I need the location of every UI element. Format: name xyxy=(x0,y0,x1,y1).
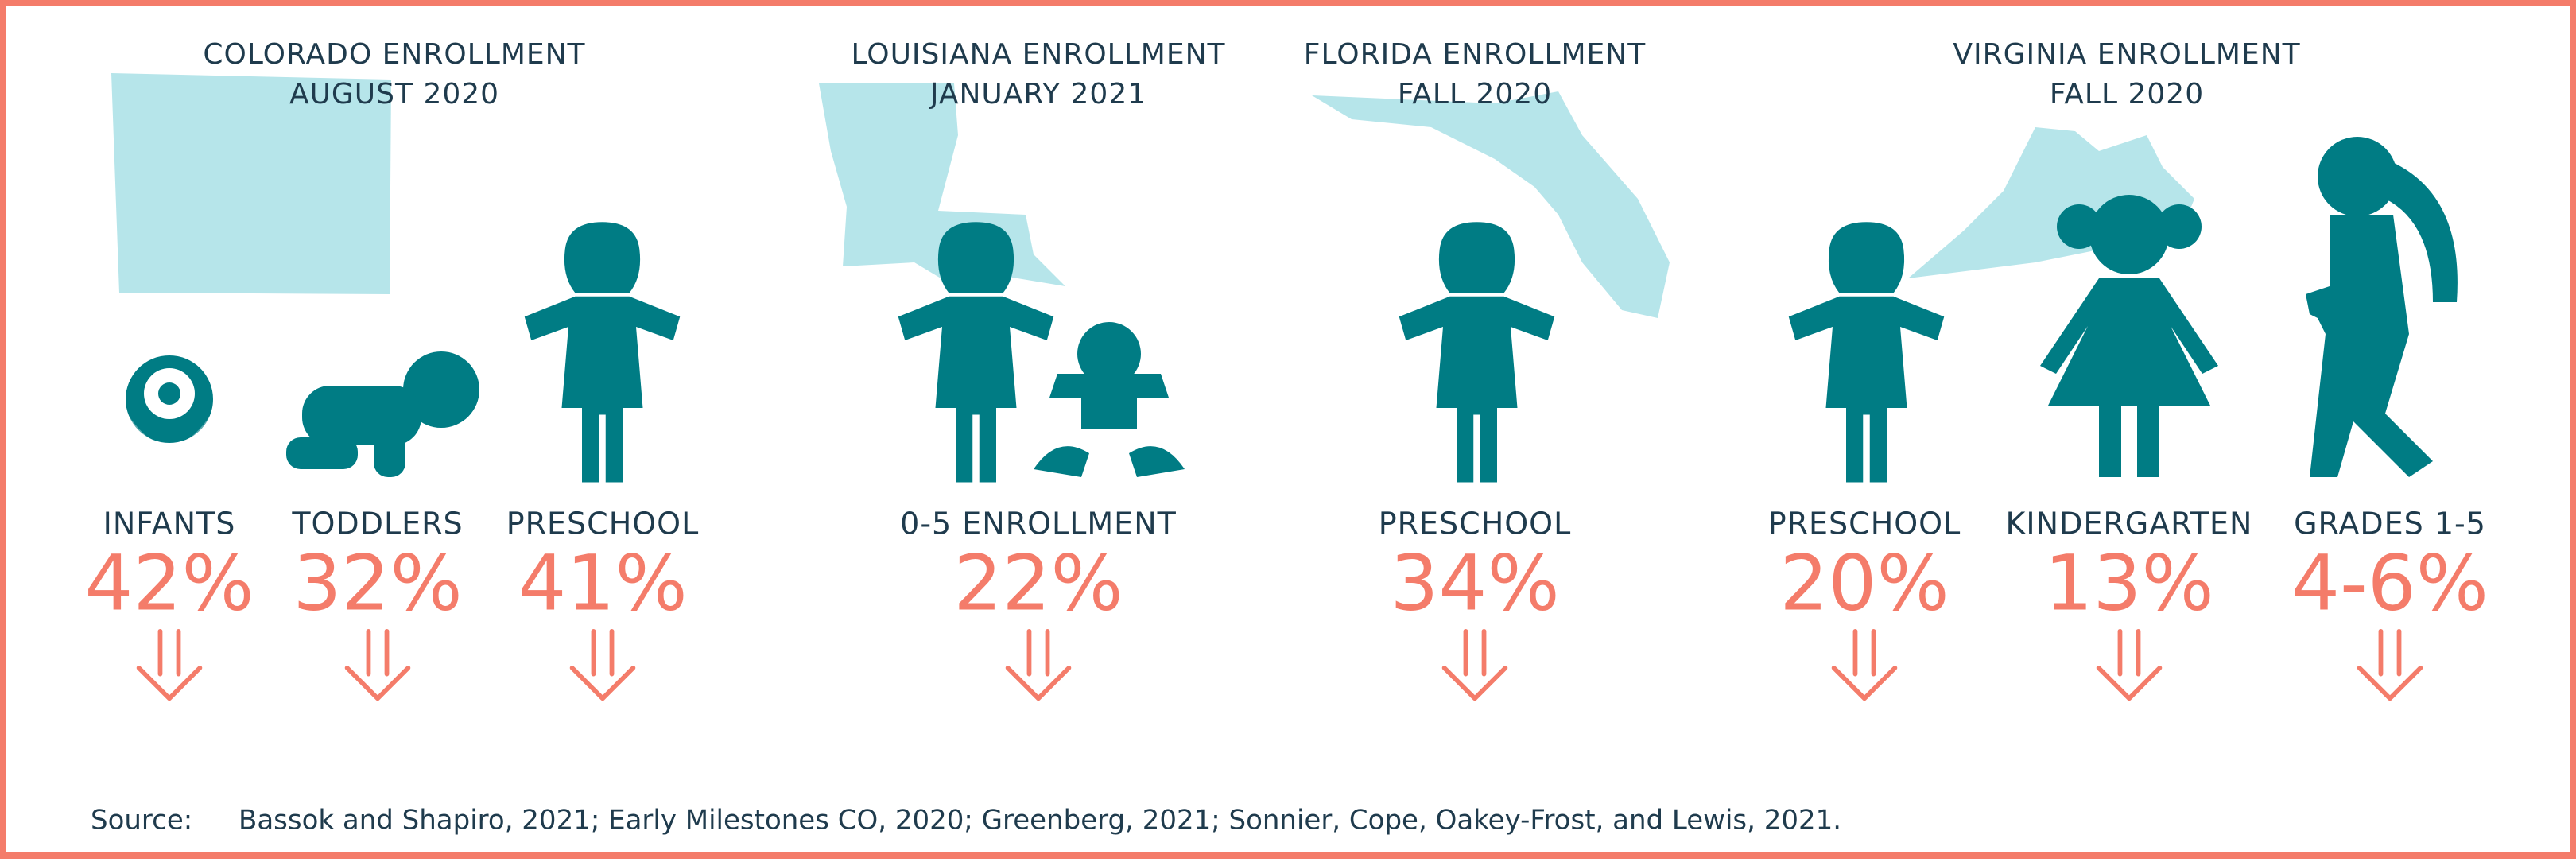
down-arrow xyxy=(347,631,409,698)
group-title: AUGUST 2020 xyxy=(289,78,499,111)
item-percent: 13% xyxy=(2044,538,2213,627)
item-label: PRESCHOOL xyxy=(1768,507,1961,542)
kindergarten-icon xyxy=(2040,195,2218,477)
toddler-icon xyxy=(286,351,479,477)
infant-icon xyxy=(126,355,213,469)
colorado-map xyxy=(111,73,391,294)
down-arrow xyxy=(572,631,634,698)
group-title: VIRGINIA ENROLLMENT xyxy=(1953,38,2300,71)
down-arrow xyxy=(1834,631,1895,698)
item-label: PRESCHOOL xyxy=(506,507,700,542)
group-title: FLORIDA ENROLLMENT xyxy=(1304,38,1646,71)
down-arrow xyxy=(139,631,200,698)
item-percent: 42% xyxy=(84,538,254,627)
grades-icon xyxy=(2306,137,2458,477)
group-title: FALL 2020 xyxy=(1398,78,1552,111)
item-percent: 32% xyxy=(293,538,462,627)
group-title: FALL 2020 xyxy=(2050,78,2204,111)
item-label: GRADES 1-5 xyxy=(2294,507,2486,542)
item-label: KINDERGARTEN xyxy=(2006,507,2253,542)
item-label: INFANTS xyxy=(103,507,236,542)
item-label: TODDLERS xyxy=(291,507,463,542)
preschool-icon xyxy=(1788,222,1945,483)
item-percent: 41% xyxy=(518,538,687,627)
source-label: Source: xyxy=(91,805,192,837)
group-title: LOUISIANA ENROLLMENT xyxy=(851,38,1225,71)
item-percent: 34% xyxy=(1390,538,1559,627)
group-title: JANUARY 2021 xyxy=(929,78,1146,111)
preschool-icon xyxy=(524,222,681,483)
source-text: Bassok and Shapiro, 2021; Early Mileston… xyxy=(239,805,1841,837)
down-arrow xyxy=(1445,631,1506,698)
item-percent: 22% xyxy=(953,538,1123,627)
item-label: PRESCHOOL xyxy=(1379,507,1572,542)
baby-icon xyxy=(1034,322,1185,477)
item-percent: 20% xyxy=(1779,538,1949,627)
preschool-icon xyxy=(1399,222,1555,483)
item-percent: 4-6% xyxy=(2291,538,2489,627)
item-label: 0-5 ENROLLMENT xyxy=(900,507,1177,542)
down-arrow xyxy=(1008,631,1069,698)
group-title: COLORADO ENROLLMENT xyxy=(203,38,585,71)
florida-map xyxy=(1312,91,1670,318)
down-arrow xyxy=(2360,631,2421,698)
down-arrow xyxy=(2099,631,2160,698)
